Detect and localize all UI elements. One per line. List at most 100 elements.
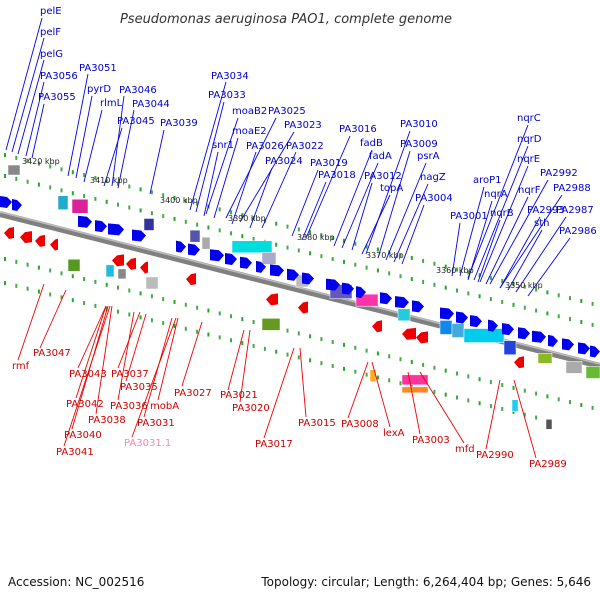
gene-label[interactable]: moaB2 xyxy=(232,106,267,117)
gene-label[interactable]: PA3021 xyxy=(220,390,258,401)
gene-label[interactable]: PA3001 xyxy=(450,211,488,222)
tick-mark xyxy=(139,187,142,192)
forward-leader-line xyxy=(25,81,45,157)
tick-mark xyxy=(83,277,86,282)
gene-label[interactable]: mobA xyxy=(150,401,179,412)
gene-label[interactable]: PA3056 xyxy=(40,71,78,82)
gene-label[interactable]: PA3042 xyxy=(66,399,104,410)
tick-mark xyxy=(331,236,334,241)
gene-label[interactable]: fadB xyxy=(360,138,383,149)
gene-label[interactable]: PA3044 xyxy=(132,99,170,110)
gene-label[interactable]: PA3004 xyxy=(415,193,453,204)
tick-mark xyxy=(376,268,379,273)
tick-mark xyxy=(37,265,40,270)
gene-label[interactable]: moaE2 xyxy=(232,126,267,137)
gene-label[interactable]: topA xyxy=(380,183,403,194)
gene-label[interactable]: PA2986 xyxy=(559,226,597,237)
gene-label[interactable]: PA3018 xyxy=(318,170,356,181)
tick-mark xyxy=(467,374,470,379)
tick-mark xyxy=(105,199,108,204)
gene-label[interactable]: PA3041 xyxy=(56,447,94,458)
tick-mark xyxy=(105,306,108,311)
gene-label[interactable]: PA3022 xyxy=(286,141,324,152)
gene-label[interactable]: nqrF xyxy=(518,185,541,196)
gene-label[interactable]: nqrC xyxy=(517,113,541,124)
gene-label[interactable]: pelG xyxy=(40,49,63,60)
gene-label[interactable]: PA3019 xyxy=(310,158,348,169)
gene-label[interactable]: nagZ xyxy=(420,172,446,183)
gene-label[interactable]: nqrB xyxy=(490,208,514,219)
gene-label[interactable]: PA3043 xyxy=(69,369,107,380)
gene-label[interactable]: PA3008 xyxy=(341,419,379,430)
gene-label[interactable]: sth xyxy=(534,218,549,229)
gene-label[interactable]: PA2987 xyxy=(556,205,594,216)
tick-mark xyxy=(218,228,221,233)
gene-label[interactable]: PA2993 xyxy=(527,205,565,216)
gene-label[interactable]: PA3025 xyxy=(268,106,306,117)
gene-label[interactable]: PA3035 xyxy=(120,382,158,393)
gene-label[interactable]: PA3051 xyxy=(79,63,117,74)
gene-label[interactable]: PA3010 xyxy=(400,119,438,130)
gene-feature-block xyxy=(545,419,553,430)
tick-mark xyxy=(94,196,97,201)
gene-label[interactable]: nqrD xyxy=(517,134,542,145)
gene-label[interactable]: aroP1 xyxy=(473,175,502,186)
gene-label[interactable]: PA3040 xyxy=(64,430,102,441)
gene-label[interactable]: PA3024 xyxy=(265,156,303,167)
tick-mark xyxy=(399,381,402,386)
gene-label[interactable]: PA3016 xyxy=(339,124,377,135)
gene-label[interactable]: snr1 xyxy=(212,140,234,151)
gene-label[interactable]: PA3026 xyxy=(246,141,284,152)
gene-label[interactable]: PA3003 xyxy=(412,435,450,446)
tick-mark xyxy=(15,259,18,264)
gene-label[interactable]: PA3020 xyxy=(232,403,270,414)
gene-label[interactable]: psrA xyxy=(417,151,440,162)
tick-mark xyxy=(343,342,345,347)
gene-label[interactable]: rlmL xyxy=(100,98,123,109)
tick-mark xyxy=(444,392,447,397)
gene-label[interactable]: PA3017 xyxy=(255,439,293,450)
gene-label[interactable]: PA3023 xyxy=(284,120,322,131)
pseudogene-label[interactable]: PA3031.1 xyxy=(124,438,171,449)
gene-label[interactable]: PA3027 xyxy=(174,388,212,399)
tick-mark xyxy=(49,268,52,273)
gene-label[interactable]: PA3045 xyxy=(117,116,155,127)
tick-mark xyxy=(297,227,300,232)
gene-label[interactable]: PA3038 xyxy=(88,415,126,426)
gene-label[interactable]: PA3034 xyxy=(211,71,249,82)
forward-leader-line xyxy=(305,135,351,239)
gene-label[interactable]: PA3033 xyxy=(208,90,246,101)
tick-mark xyxy=(343,238,345,243)
gene-label[interactable]: fadA xyxy=(369,151,392,162)
gene-feature-block xyxy=(261,318,281,331)
gene-label[interactable]: PA2988 xyxy=(553,183,591,194)
gene-label[interactable]: PA3009 xyxy=(400,139,438,150)
tick-mark xyxy=(37,182,40,187)
tick-mark xyxy=(546,311,549,316)
gene-label[interactable]: PA3039 xyxy=(160,118,198,129)
gene-label[interactable]: PA3031 xyxy=(137,418,175,429)
gene-label[interactable]: nqrE xyxy=(517,154,540,165)
gene-label[interactable]: PA3047 xyxy=(33,348,71,359)
gene-label[interactable]: PA3055 xyxy=(38,92,76,103)
gene-label[interactable]: rmf xyxy=(12,361,30,372)
tick-mark xyxy=(4,257,6,262)
gene-label[interactable]: PA3015 xyxy=(298,418,336,429)
forward-leader-line xyxy=(377,150,411,259)
gene-label[interactable]: PA3036 xyxy=(110,401,148,412)
gene-label[interactable]: PA3012 xyxy=(364,171,402,182)
gene-label[interactable]: pelE xyxy=(40,6,62,17)
forward-leader-line xyxy=(75,95,93,179)
gene-label[interactable]: pyrD xyxy=(87,84,111,95)
gene-label[interactable]: pelF xyxy=(40,27,61,38)
gene-label[interactable]: PA3037 xyxy=(111,369,149,380)
gene-label[interactable]: PA3046 xyxy=(119,85,157,96)
tick-mark xyxy=(275,349,278,354)
gene-label[interactable]: lexA xyxy=(383,428,405,439)
gene-label[interactable]: PA2989 xyxy=(529,459,567,470)
gene-label[interactable]: nqrA xyxy=(484,189,508,200)
gene-label[interactable]: mfd xyxy=(455,444,475,455)
gene-label[interactable]: PA2992 xyxy=(540,168,578,179)
gene-label[interactable]: PA2990 xyxy=(476,450,514,461)
